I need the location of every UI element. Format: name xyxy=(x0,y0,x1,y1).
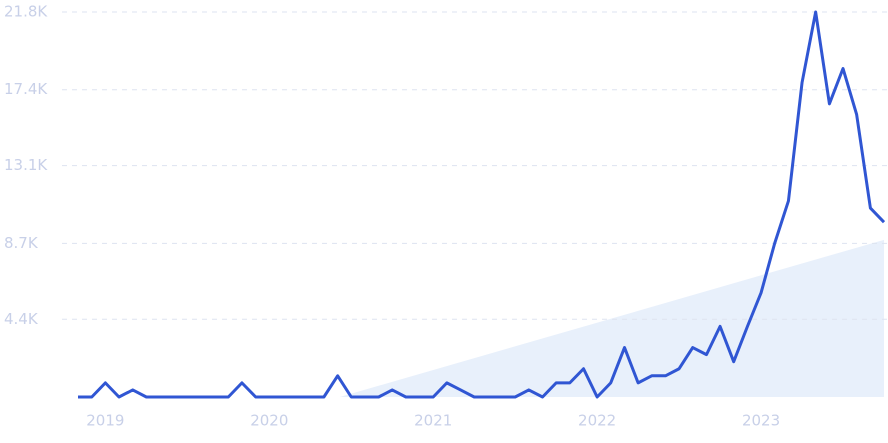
y-tick-label: 21.8K xyxy=(4,3,48,21)
data-line xyxy=(78,10,886,399)
trend-area xyxy=(339,239,884,397)
x-tick-label: 2021 xyxy=(414,412,452,430)
y-tick-label: 13.1K xyxy=(4,156,48,174)
x-tick-label: 2020 xyxy=(250,412,288,430)
y-tick-label: 4.4K xyxy=(4,310,39,328)
x-tick-label: 2022 xyxy=(578,412,616,430)
x-tick-label: 2019 xyxy=(86,412,124,430)
x-tick-label: 2023 xyxy=(742,412,780,430)
y-tick-label: 8.7K xyxy=(4,234,39,252)
y-tick-label: 17.4K xyxy=(4,80,48,98)
